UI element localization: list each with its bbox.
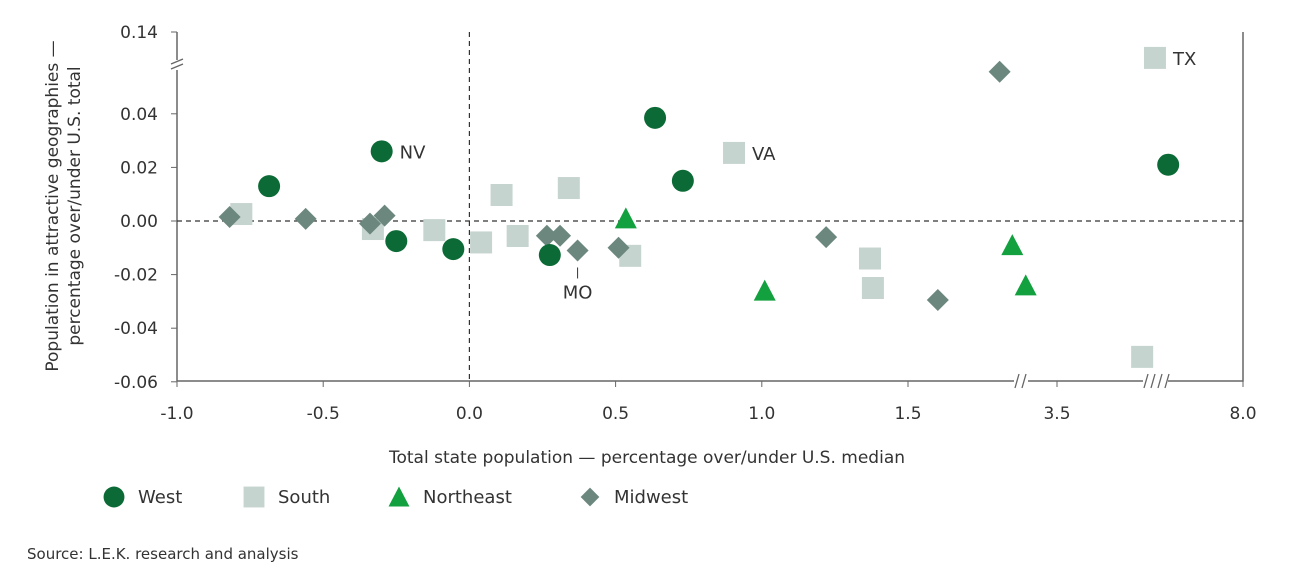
x-tick-label: 0.5 [602, 404, 629, 424]
point-south [1131, 345, 1154, 368]
point-south [723, 141, 746, 164]
point-midwest [373, 204, 396, 227]
point-west [644, 106, 667, 129]
point-midwest [535, 224, 558, 247]
point-south [861, 277, 884, 299]
legend-label-south: South [278, 487, 330, 508]
point-midwest [988, 60, 1011, 83]
point-west [1157, 153, 1180, 176]
point-west [385, 230, 408, 253]
point-midwest [926, 289, 949, 312]
x-tick-label: 8.0 [1229, 404, 1256, 424]
point-south [858, 247, 881, 270]
y-tick-label: -0.04 [114, 319, 158, 339]
y-tick-label: 0.00 [120, 212, 158, 232]
annotation-label: NV [400, 142, 426, 163]
x-tick-label: 0.0 [456, 404, 483, 424]
point-south [423, 219, 446, 242]
point-midwest [218, 205, 241, 228]
point-west [258, 175, 281, 198]
source-note: Source: L.E.K. research and analysis [27, 545, 299, 563]
point-south [470, 231, 493, 254]
x-axis-break-gap [1143, 374, 1168, 388]
point-northeast [1001, 234, 1024, 256]
point-south [1143, 46, 1166, 69]
point-south [490, 184, 513, 207]
y-axis-label-line1: Population in attractive geographies — [43, 40, 63, 371]
x-axis-break-mark [1014, 373, 1027, 389]
annotation-label: VA [752, 144, 776, 165]
point-midwest [815, 226, 838, 249]
annotations: NV VA TX MO [400, 49, 1197, 304]
y-tick-label: 0.14 [120, 23, 158, 43]
point-midwest [358, 212, 381, 235]
x-axis-line [177, 32, 1244, 382]
point-midwest [607, 236, 630, 259]
point-west [538, 244, 561, 267]
point-midwest [566, 239, 589, 262]
point-west [671, 169, 694, 192]
y-tick-label: 0.04 [120, 105, 158, 125]
point-northeast [1014, 274, 1037, 296]
legend-label-northeast: Northeast [423, 487, 512, 508]
point-midwest [549, 224, 572, 247]
legend-marker-northeast [388, 486, 410, 507]
x-axis-break-mark [1143, 373, 1170, 389]
x-tick-label: 1.0 [748, 404, 775, 424]
y-tick-label: -0.02 [114, 266, 158, 286]
data-points [218, 46, 1180, 368]
legend-marker-south [243, 486, 265, 508]
point-west [370, 140, 393, 163]
legend: West South Northeast Midwest [103, 486, 688, 508]
legend-marker-west [103, 486, 125, 508]
annotation-label: TX [1172, 49, 1196, 70]
x-tick-label: 1.5 [894, 404, 921, 424]
y-tick-label: -0.06 [114, 373, 158, 393]
point-south [506, 225, 529, 248]
y-axis-label-line2: percentage over/under U.S. total [65, 66, 85, 345]
x-tick-label: 3.5 [1043, 404, 1070, 424]
x-axis-label: Total state population — percentage over… [388, 448, 905, 468]
legend-label-west: West [138, 487, 182, 508]
axes: -1.0 -0.5 0.0 0.5 1.0 1.5 3.5 8.0 0.14 0.04 0.02 0.… [114, 23, 1257, 424]
x-tick-label: -1.0 [160, 404, 193, 424]
legend-label-midwest: Midwest [614, 487, 688, 508]
legend-marker-midwest [580, 487, 600, 507]
y-axis-break-mark [170, 58, 184, 70]
annotation-label: MO [563, 282, 593, 303]
point-northeast [614, 207, 637, 229]
point-west [442, 238, 465, 261]
point-south [557, 177, 580, 200]
y-tick-label: 0.02 [120, 158, 158, 178]
x-tick-label: -0.5 [307, 404, 340, 424]
point-northeast [753, 279, 776, 301]
point-midwest [294, 207, 317, 230]
